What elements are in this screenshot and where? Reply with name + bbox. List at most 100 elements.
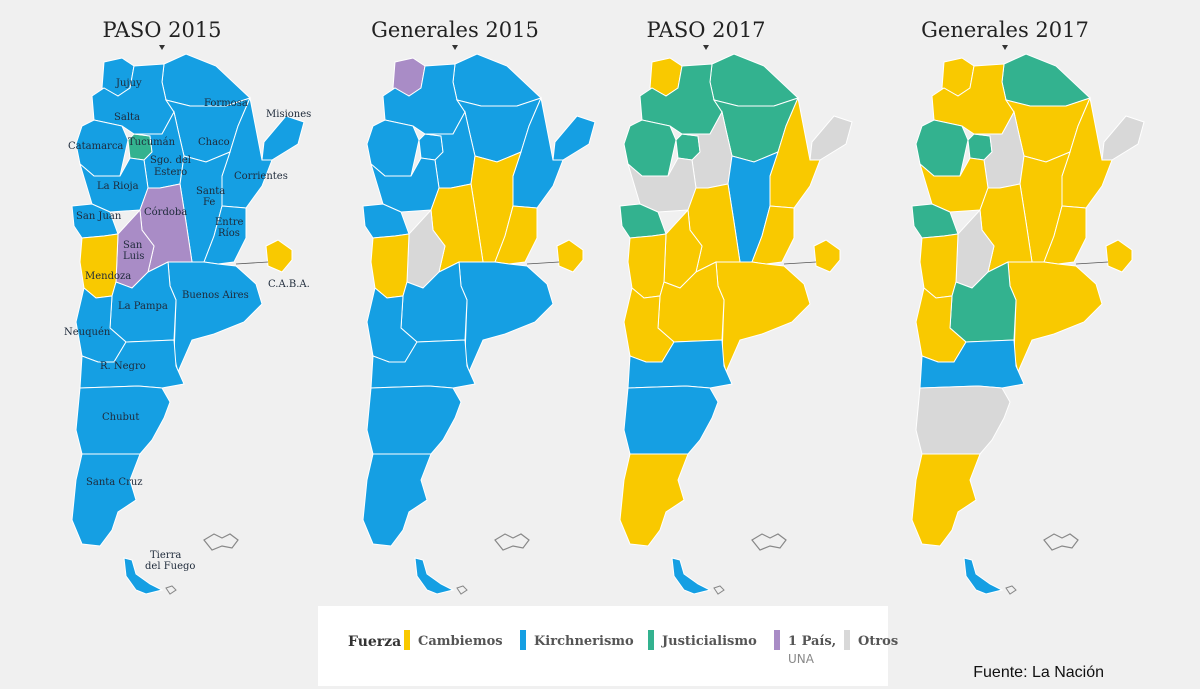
islands-outline	[494, 533, 530, 551]
legend-swatch	[520, 630, 526, 650]
province-formosa	[1001, 53, 1091, 107]
label-corrientes: Corrientes	[234, 171, 288, 182]
islands-outline	[1005, 585, 1017, 595]
map-generales-2017	[911, 53, 1145, 595]
province-tierra	[123, 557, 164, 595]
map-generales-2015	[362, 53, 596, 595]
caba-leader-line	[526, 261, 560, 265]
province-misiones	[809, 115, 853, 161]
province-salta	[639, 63, 723, 135]
province-misiones	[1101, 115, 1145, 161]
province-santa-cruz	[362, 453, 432, 547]
label-catamarca: Catamarca	[68, 141, 123, 152]
legend: Fuerza Cambiemos Kirchnerismo Justiciali…	[318, 606, 898, 686]
caba-leader-line	[1075, 261, 1109, 265]
province-salta	[931, 63, 1015, 135]
caret-down-icon	[703, 45, 709, 50]
province-chubut	[623, 385, 719, 455]
label-santa-cruz: Santa Cruz	[86, 477, 143, 488]
label-formosa: Formosa	[204, 98, 248, 109]
label-tierra-line2: del Fuego	[145, 561, 195, 572]
label-la-pampa: La Pampa	[118, 301, 168, 312]
province-caba	[265, 239, 293, 273]
province-santa-cruz	[911, 453, 981, 547]
province-chubut	[915, 385, 1011, 455]
province-salta	[382, 63, 466, 135]
islands-outline	[456, 585, 468, 595]
label-la-rioja: La Rioja	[97, 181, 139, 192]
province-mendoza	[370, 233, 410, 299]
label-chaco: Chaco	[198, 137, 230, 148]
legend-swatch	[774, 630, 780, 650]
label-cordoba: Córdoba	[144, 207, 187, 218]
label-caba: C.A.B.A.	[268, 279, 310, 290]
province-salta	[91, 63, 175, 135]
province-tierra	[963, 557, 1004, 595]
province-misiones	[261, 115, 305, 161]
province-chubut	[366, 385, 462, 455]
province-mendoza	[79, 233, 119, 299]
label-san-juan: San Juan	[76, 211, 122, 222]
legend-swatch	[844, 630, 850, 650]
legend-swatch	[404, 630, 410, 650]
caret-down-icon	[159, 45, 165, 50]
label-misiones: Misiones	[266, 109, 311, 120]
province-mendoza	[919, 233, 959, 299]
province-caba	[1105, 239, 1133, 273]
province-mendoza	[627, 233, 667, 299]
source-credit: Fuente: La Nación	[973, 664, 1104, 681]
province-caba	[813, 239, 841, 273]
map-title-paso-2017: PASO 2017	[646, 18, 766, 42]
province-tierra	[414, 557, 455, 595]
province-buenos-aires	[715, 261, 811, 374]
islands-outline	[1043, 533, 1079, 551]
map-paso-2015	[71, 53, 305, 595]
label-mendoza: Mendoza	[85, 271, 131, 282]
legend-label: Kirchnerismo	[534, 634, 634, 649]
caba-leader-line	[783, 261, 817, 265]
caret-down-icon	[1002, 45, 1008, 50]
islands-outline	[713, 585, 725, 595]
province-tierra	[671, 557, 712, 595]
label-jujuy: Jujuy	[115, 78, 142, 89]
label-sgo-line2: Estero	[154, 167, 187, 178]
map-title-generales-2015: Generales 2015	[371, 18, 539, 42]
province-labels: Jujuy Salta Formosa Misiones Catamarca T…	[64, 78, 311, 572]
legend-label: 1 País,	[788, 634, 837, 649]
legend-label: Justicialismo	[662, 634, 757, 649]
province-buenos-aires	[167, 261, 263, 374]
label-neuquen: Neuquén	[64, 327, 111, 338]
province-misiones	[552, 115, 596, 161]
label-chubut: Chubut	[102, 412, 139, 423]
map-paso-2017	[619, 53, 853, 595]
legend-swatch	[648, 630, 654, 650]
label-salta: Salta	[114, 112, 140, 123]
label-tierra-line1: Tierra	[150, 550, 181, 561]
caba-leader-line	[235, 261, 269, 265]
islands-outline	[203, 533, 239, 551]
caret-down-icon	[452, 45, 458, 50]
label-san-luis-line1: San	[123, 240, 143, 251]
legend-sublabel: UNA	[788, 652, 814, 666]
label-entre-rios-line1: Entre	[215, 217, 244, 228]
islands-outline	[751, 533, 787, 551]
province-formosa	[452, 53, 542, 107]
label-santa-fe-line1: Santa	[196, 186, 225, 197]
label-entre-rios-line2: Ríos	[218, 228, 240, 239]
label-r-negro: R. Negro	[100, 361, 146, 372]
legend-label: Otros	[858, 634, 899, 649]
label-buenos-aires: Buenos Aires	[182, 290, 249, 301]
map-title-generales-2017: Generales 2017	[921, 18, 1089, 42]
province-buenos-aires	[458, 261, 554, 374]
legend-label: Cambiemos	[418, 634, 503, 649]
label-santa-fe-line2: Fe	[203, 197, 215, 208]
province-caba	[556, 239, 584, 273]
legend-title: Fuerza	[348, 634, 402, 650]
islands-outline	[165, 585, 177, 595]
label-sgo-line1: Sgo. del	[150, 155, 191, 166]
province-santa-cruz	[71, 453, 141, 547]
province-formosa	[709, 53, 799, 107]
label-tucuman: Tucumán	[128, 137, 176, 148]
label-san-luis-line2: Luis	[123, 251, 144, 262]
